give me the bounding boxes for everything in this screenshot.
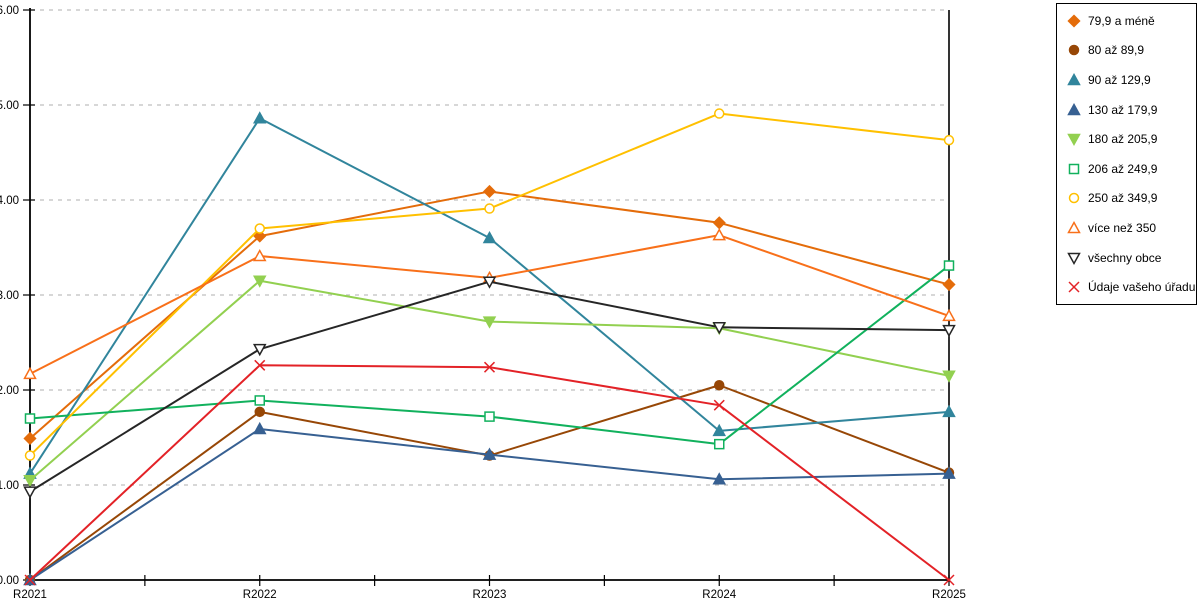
x-tick-label: R2023 <box>473 589 507 600</box>
legend-label: všechny obce <box>1088 250 1162 265</box>
y-tick-label: 4.00 <box>0 195 19 207</box>
series-8 <box>23 276 956 499</box>
legend-label: 250 až 349,9 <box>1088 191 1158 206</box>
legend-item: 79,9 a méně <box>1066 13 1196 29</box>
legend-label: 180 až 205,9 <box>1088 132 1158 147</box>
legend-label: 130 až 179,9 <box>1088 102 1158 117</box>
legend-item: 180 až 205,9 <box>1066 131 1196 147</box>
series-0 <box>23 184 956 446</box>
series-3 <box>23 421 956 586</box>
series-7 <box>23 228 956 380</box>
legend-item: 250 až 349,9 <box>1066 190 1196 206</box>
legend-label: více než 350 <box>1088 220 1157 235</box>
legend-item: Údaje vašeho úřadu <box>1066 279 1196 295</box>
triangle-down-marker-icon <box>1067 133 1081 147</box>
diamond-marker-icon <box>1067 14 1081 28</box>
triangle-up-marker-icon <box>1067 72 1081 86</box>
square-marker-icon <box>1068 163 1080 175</box>
y-tick-label: 2.00 <box>0 385 19 397</box>
series-5 <box>24 260 955 450</box>
legend: 79,9 a méně 80 až 89,9 90 až 129,9 130 až 1… <box>1056 3 1197 305</box>
triangle-up-marker-icon <box>1067 102 1081 115</box>
legend-label: 206 až 249,9 <box>1088 161 1158 176</box>
legend-label: 90 až 129,9 <box>1088 72 1151 87</box>
x-marker-icon <box>1068 281 1080 293</box>
legend-label: 79,9 a méně <box>1088 13 1155 28</box>
legend-item: 130 až 179,9 <box>1066 102 1196 118</box>
x-tick-label: R2024 <box>702 589 736 600</box>
triangle-down-marker-icon <box>1067 252 1081 265</box>
circle-marker-icon <box>1068 193 1080 204</box>
y-tick-label: 6.00 <box>0 5 19 17</box>
legend-item: všechny obce <box>1066 250 1196 266</box>
legend-item: 90 až 129,9 <box>1066 72 1196 88</box>
x-tick-label: R2022 <box>243 589 277 600</box>
legend-label: 80 až 89,9 <box>1088 43 1145 58</box>
legend-item: 80 až 89,9 <box>1066 42 1196 58</box>
y-tick-label: 1.00 <box>0 480 19 492</box>
y-tick-label: 5.00 <box>0 100 19 112</box>
triangle-up-marker-icon <box>1067 220 1081 234</box>
circle-marker-icon <box>1068 45 1080 56</box>
series-1 <box>24 380 955 586</box>
legend-label: Údaje vašeho úřadu <box>1088 280 1196 295</box>
series-6 <box>24 108 955 461</box>
x-tick-label: R2021 <box>13 589 47 600</box>
y-tick-label: 0.00 <box>0 575 19 587</box>
legend-item: 206 až 249,9 <box>1066 161 1196 177</box>
series-9 <box>24 359 955 586</box>
legend-item: více než 350 <box>1066 220 1196 236</box>
y-tick-label: 3.00 <box>0 290 19 302</box>
x-tick-label: R2025 <box>932 589 966 600</box>
